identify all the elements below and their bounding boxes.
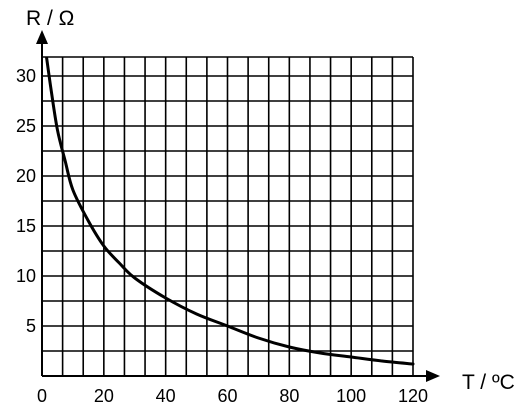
y-tick-label: 5 [26, 316, 36, 336]
grid [42, 56, 414, 376]
x-tick-label: 60 [217, 386, 237, 406]
axes [36, 30, 440, 382]
x-tick-label: 0 [37, 386, 47, 406]
resistance-curve [45, 56, 415, 366]
x-tick-label: 100 [336, 386, 366, 406]
x-tick-label: 80 [279, 386, 299, 406]
y-tick-label: 10 [16, 266, 36, 286]
x-axis-arrow [426, 370, 440, 382]
series [45, 56, 415, 366]
y-tick-label: 20 [16, 166, 36, 186]
x-axis-label: T / ºC [462, 371, 515, 394]
tick-labels: 0 20 40 60 80 100 120 5 10 15 20 25 30 [16, 66, 428, 406]
y-tick-label: 30 [16, 66, 36, 86]
y-tick-label: 25 [16, 116, 36, 136]
x-tick-label: 20 [94, 386, 114, 406]
y-axis-label: R / Ω [26, 7, 74, 30]
x-tick-label: 120 [398, 386, 428, 406]
y-axis-arrow [36, 30, 48, 44]
x-tick-label: 40 [156, 386, 176, 406]
y-tick-label: 15 [16, 216, 36, 236]
